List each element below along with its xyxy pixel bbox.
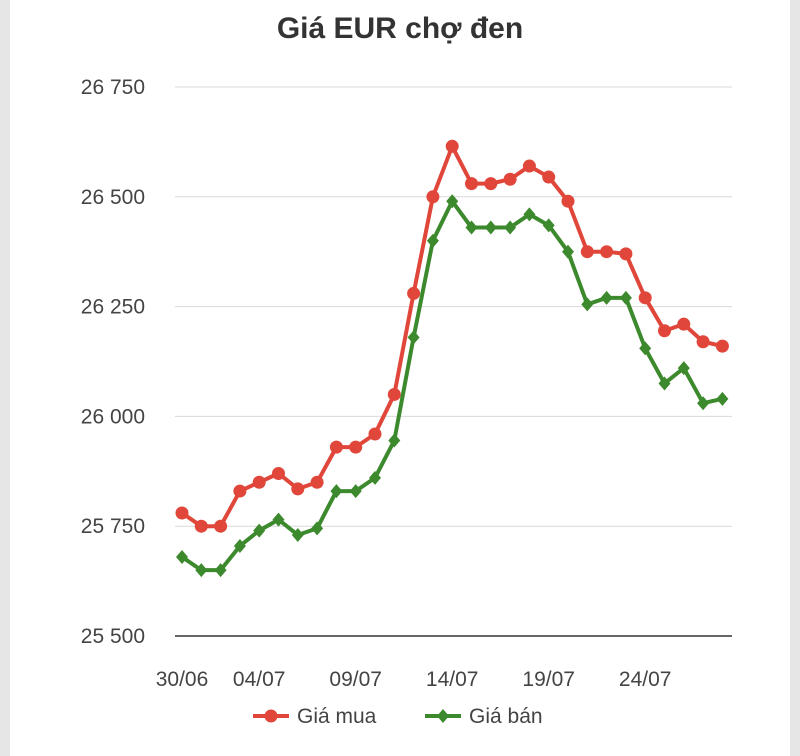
data-point bbox=[426, 233, 439, 248]
data-point bbox=[176, 549, 188, 564]
data-point bbox=[369, 470, 381, 485]
y-tick-label: 26 250 bbox=[81, 296, 145, 319]
legend-label: Giá mua bbox=[297, 705, 377, 728]
data-point bbox=[194, 519, 208, 533]
left-edge bbox=[0, 0, 10, 756]
data-point bbox=[330, 484, 343, 499]
y-tick-label: 26 500 bbox=[81, 186, 145, 209]
data-point bbox=[252, 475, 266, 489]
data-point bbox=[600, 290, 613, 305]
legend-label: Giá bán bbox=[469, 705, 543, 728]
data-point bbox=[677, 361, 690, 376]
x-tick-label: 24/07 bbox=[619, 668, 672, 691]
data-point bbox=[465, 220, 478, 235]
x-tick-label: 09/07 bbox=[329, 668, 382, 691]
data-point bbox=[272, 512, 285, 527]
data-point bbox=[426, 190, 440, 204]
data-point bbox=[562, 244, 574, 259]
data-point bbox=[542, 170, 556, 184]
data-point bbox=[658, 324, 671, 338]
data-point bbox=[407, 286, 421, 300]
data-point bbox=[542, 218, 555, 233]
data-point bbox=[387, 387, 401, 401]
data-point bbox=[504, 220, 517, 235]
data-point bbox=[311, 521, 324, 536]
data-point bbox=[445, 139, 459, 153]
data-point bbox=[214, 563, 227, 578]
y-tick-label: 25 500 bbox=[81, 625, 145, 648]
data-point bbox=[233, 484, 247, 498]
data-point bbox=[175, 506, 189, 520]
data-point bbox=[310, 475, 324, 489]
data-point bbox=[619, 290, 632, 305]
data-point bbox=[581, 297, 594, 312]
y-tick-label: 26 000 bbox=[81, 405, 145, 428]
data-point bbox=[214, 519, 228, 533]
x-tick-label: 19/07 bbox=[522, 668, 575, 691]
data-point bbox=[484, 177, 498, 191]
x-tick-label: 04/07 bbox=[233, 668, 286, 691]
data-point bbox=[522, 159, 536, 173]
x-tick-label: 30/06 bbox=[156, 668, 209, 691]
data-point bbox=[253, 523, 266, 538]
data-point bbox=[696, 335, 710, 349]
right-edge bbox=[790, 0, 800, 756]
chart-title: Giá EUR chợ đen bbox=[276, 12, 524, 45]
data-point bbox=[523, 207, 536, 222]
data-point bbox=[677, 317, 691, 331]
data-point bbox=[600, 245, 614, 259]
data-point bbox=[484, 220, 497, 235]
data-point bbox=[638, 291, 652, 305]
data-point bbox=[233, 538, 246, 553]
data-point bbox=[272, 466, 285, 480]
data-point bbox=[349, 484, 362, 499]
data-point bbox=[658, 376, 671, 391]
data-point bbox=[639, 341, 652, 356]
x-tick-label: 14/07 bbox=[426, 668, 479, 691]
data-point bbox=[503, 172, 517, 186]
data-point bbox=[195, 563, 208, 578]
data-point bbox=[446, 194, 459, 209]
data-point bbox=[388, 433, 401, 448]
y-tick-label: 25 750 bbox=[81, 515, 145, 538]
data-point bbox=[407, 330, 420, 345]
data-point bbox=[561, 194, 575, 208]
data-point bbox=[368, 427, 382, 441]
data-point bbox=[349, 440, 363, 454]
y-tick-label: 26 750 bbox=[81, 76, 145, 99]
legend-marker-diamond bbox=[437, 709, 449, 723]
data-point bbox=[697, 396, 710, 411]
series-line-gia-ban bbox=[180, 199, 723, 573]
data-point bbox=[291, 527, 304, 542]
data-point bbox=[465, 177, 478, 191]
data-point bbox=[329, 440, 343, 454]
data-point bbox=[580, 245, 594, 259]
data-point bbox=[716, 391, 729, 406]
data-point bbox=[715, 339, 729, 353]
data-point bbox=[619, 247, 633, 261]
data-point bbox=[291, 482, 305, 496]
legend-marker-circle bbox=[264, 709, 278, 723]
